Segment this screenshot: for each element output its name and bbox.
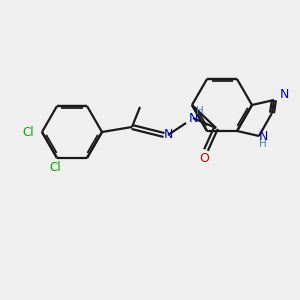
- Text: H: H: [259, 139, 267, 149]
- Text: N: N: [188, 112, 198, 124]
- Text: Cl: Cl: [49, 161, 61, 175]
- Text: O: O: [199, 152, 209, 164]
- Text: N: N: [258, 130, 268, 143]
- Text: N: N: [279, 88, 289, 101]
- Text: N: N: [163, 128, 173, 142]
- Text: H: H: [196, 106, 204, 116]
- Text: Cl: Cl: [22, 125, 34, 139]
